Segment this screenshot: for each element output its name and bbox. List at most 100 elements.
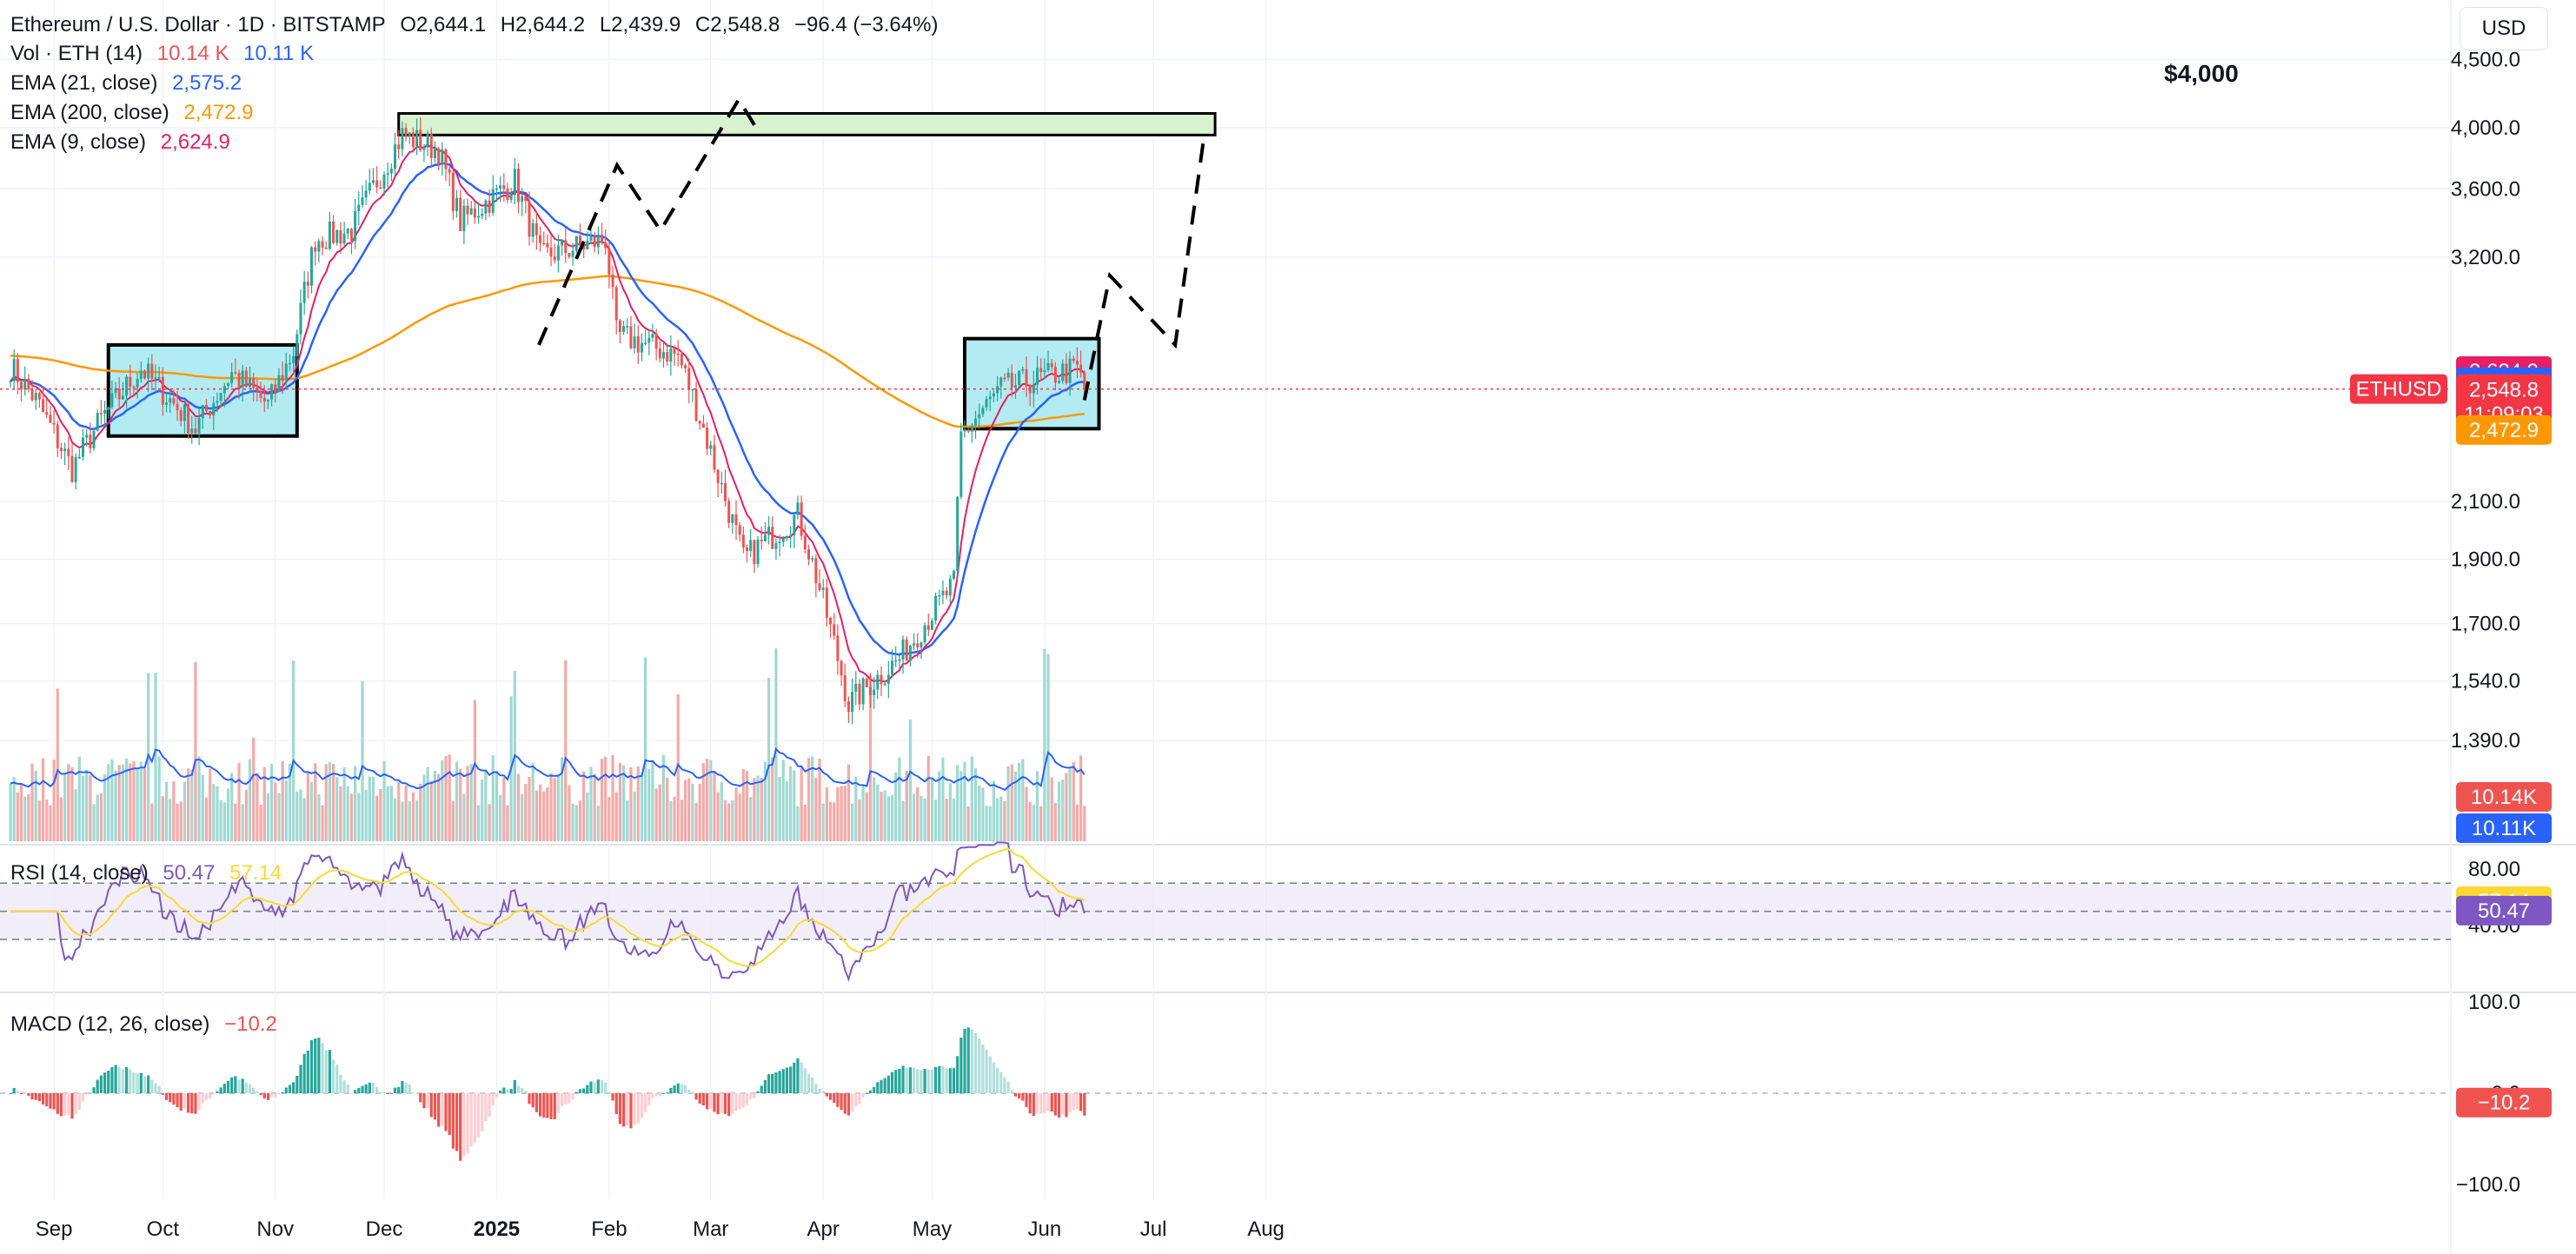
volume-bar xyxy=(389,786,393,841)
volume-bar xyxy=(419,783,422,841)
candle-body xyxy=(720,482,723,485)
candle-body xyxy=(542,242,546,245)
ema21-value: 2,575.2 xyxy=(172,71,242,95)
candle-body xyxy=(974,418,978,426)
rsi-legend[interactable]: RSI (14, close) 50.47 57.14 xyxy=(10,859,290,888)
time-tick-label: Dec xyxy=(366,1218,403,1241)
volume-bar xyxy=(1035,771,1039,841)
target-zone[interactable] xyxy=(397,112,1217,136)
volume-bar xyxy=(448,754,451,841)
macd-histogram-bar xyxy=(161,1093,164,1095)
volume-bar xyxy=(56,688,59,841)
candle-body xyxy=(789,534,793,537)
symbol-title[interactable]: Ethereum / U.S. Dollar · 1D · BITSTAMP xyxy=(10,13,386,36)
volume-bar xyxy=(506,805,509,841)
volume-bar xyxy=(981,787,985,841)
candle-body xyxy=(1079,364,1083,373)
price-tick-label: 4,000.0 xyxy=(2451,116,2520,140)
last-price-tag-bg xyxy=(2456,374,2552,427)
volume-bar xyxy=(30,763,34,841)
time-tick-label: Sep xyxy=(36,1218,73,1241)
ema21-legend[interactable]: EMA (21, close) 2,575.2 xyxy=(10,69,250,98)
time-tick-label: Jun xyxy=(1028,1218,1062,1241)
volume-bar xyxy=(186,768,190,841)
candle-body xyxy=(270,384,274,400)
candle-body xyxy=(45,412,49,415)
volume-bar xyxy=(727,803,731,841)
candle-body xyxy=(259,391,262,398)
macd-histogram-bar xyxy=(1013,1093,1018,1097)
volume-bar xyxy=(411,792,415,841)
candle-body xyxy=(539,235,542,243)
ema9-legend[interactable]: EMA (9, close) 2,624.9 xyxy=(10,128,239,157)
volume-bar xyxy=(890,794,894,841)
macd-histogram-bar xyxy=(886,1075,890,1093)
volume-bar xyxy=(216,786,219,841)
macd-histogram-bar xyxy=(825,1093,828,1097)
candle-body xyxy=(444,149,448,169)
macd-histogram-bar xyxy=(495,1093,499,1098)
volume-bar xyxy=(349,793,354,841)
candle-body xyxy=(274,384,277,393)
volume-bar xyxy=(491,755,495,841)
ema200-price-tag: 2,472.9 xyxy=(2456,415,2552,445)
macd-histogram-bar xyxy=(521,1088,524,1093)
volume-bar xyxy=(720,782,723,841)
macd-histogram-bar xyxy=(117,1067,121,1093)
candle-body xyxy=(179,410,183,421)
macd-histogram-bar xyxy=(973,1032,978,1093)
candle-body xyxy=(825,587,828,618)
candle-body xyxy=(886,674,890,684)
volume-bar xyxy=(846,764,851,841)
macd-histogram-bar xyxy=(985,1050,988,1093)
volume-bar xyxy=(429,780,433,841)
candle-body xyxy=(56,424,59,448)
macd-histogram-bar xyxy=(164,1093,169,1100)
volume-bar xyxy=(237,762,241,841)
ema200-legend[interactable]: EMA (200, close) 2,472.9 xyxy=(10,98,262,128)
last-price-tag xyxy=(2456,374,2552,427)
macd-histogram-bar xyxy=(531,1093,534,1108)
volume-bar xyxy=(212,784,216,841)
macd-histogram-bar xyxy=(346,1084,349,1093)
currency-button[interactable]: USD xyxy=(2460,7,2548,50)
volume-bar xyxy=(818,759,821,841)
candle-body xyxy=(948,578,952,596)
candle-body xyxy=(332,221,335,243)
macd-histogram-bar xyxy=(647,1093,651,1105)
candle-body xyxy=(244,370,248,388)
candle-body xyxy=(767,527,771,535)
candle-body xyxy=(169,398,172,403)
macd-histogram-bar xyxy=(589,1081,593,1093)
volume-bar xyxy=(938,771,941,841)
macd-histogram-bar xyxy=(883,1078,886,1093)
candle-body xyxy=(778,541,781,543)
volume-bar xyxy=(952,799,956,841)
macd-histogram-bar xyxy=(59,1093,63,1117)
candle-body xyxy=(582,244,586,250)
macd-histogram-bar xyxy=(934,1066,938,1093)
volume-bar xyxy=(774,648,778,841)
candle-body xyxy=(873,689,876,696)
volume-bar xyxy=(851,803,854,841)
volume-bar xyxy=(905,771,908,841)
volume-bar xyxy=(833,802,836,841)
candle-body xyxy=(37,393,41,400)
candle-body xyxy=(441,149,444,165)
macd-histogram-bar xyxy=(821,1091,825,1093)
volume-bar xyxy=(241,804,244,841)
candle-body xyxy=(277,375,281,393)
macd-legend[interactable]: MACD (12, 26, close) −10.2 xyxy=(10,1010,286,1039)
macd-histogram-bar xyxy=(880,1079,883,1093)
candle-body xyxy=(654,334,658,349)
macd-histogram-bar xyxy=(179,1093,183,1111)
volume-bar xyxy=(985,806,988,841)
macd-histogram-bar xyxy=(129,1069,132,1093)
volume-legend[interactable]: Vol · ETH (14) 10.14 K 10.11 K xyxy=(10,39,322,69)
volume-bar xyxy=(117,765,121,841)
candle-body xyxy=(114,388,117,394)
volume-bar xyxy=(680,800,683,841)
candle-body xyxy=(12,359,16,382)
macd-histogram-bar xyxy=(840,1093,843,1111)
